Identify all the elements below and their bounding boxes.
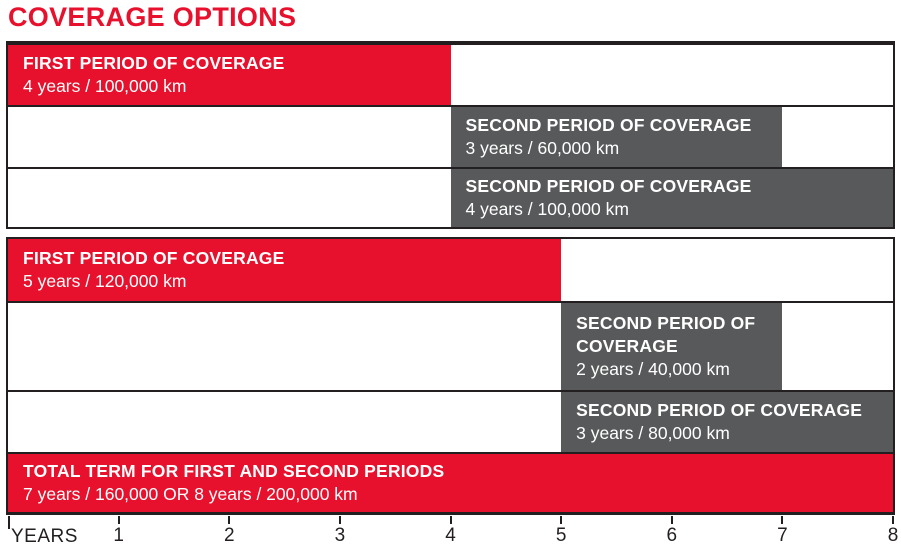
- axis-years-label: YEARS: [11, 526, 78, 547]
- axis-tick: [781, 516, 784, 524]
- coverage-row: FIRST PERIOD OF COVERAGE 5 years / 120,0…: [8, 239, 893, 303]
- total-term-bar: TOTAL TERM FOR FIRST AND SECOND PERIODS …: [8, 454, 893, 512]
- bar-title: SECOND PERIOD OF COVERAGE: [576, 313, 756, 356]
- bar-title: FIRST PERIOD OF COVERAGE: [23, 53, 285, 73]
- bar-title: SECOND PERIOD OF COVERAGE: [465, 176, 752, 196]
- bar-title: TOTAL TERM FOR FIRST AND SECOND PERIODS: [23, 461, 445, 481]
- bar-title: SECOND PERIOD OF COVERAGE: [465, 115, 752, 135]
- coverage-row: FIRST PERIOD OF COVERAGE 4 years / 100,0…: [8, 45, 893, 107]
- page-title: COVERAGE OPTIONS: [8, 2, 297, 32]
- second-period-bar: SECOND PERIOD OF COVERAGE 4 years / 100,…: [450, 169, 893, 227]
- bar-detail: 3 years / 80,000 km: [576, 423, 730, 443]
- axis-tick: [560, 516, 563, 524]
- first-period-bar: FIRST PERIOD OF COVERAGE 5 years / 120,0…: [8, 239, 562, 301]
- coverage-row: TOTAL TERM FOR FIRST AND SECOND PERIODS …: [8, 454, 893, 512]
- x-axis: YEARS 1 2 3 4 5 6 7 8: [8, 516, 898, 549]
- bar-title: FIRST PERIOD OF COVERAGE: [23, 248, 285, 268]
- axis-tick: [670, 516, 673, 524]
- bar-detail: 2 years / 40,000 km: [576, 359, 730, 379]
- axis-tick-label: 1: [113, 525, 124, 546]
- second-period-bar: SECOND PERIOD OF COVERAGE 3 years / 80,0…: [561, 392, 893, 452]
- coverage-row: SECOND PERIOD OF COVERAGE 3 years / 60,0…: [8, 107, 893, 169]
- axis-tick: [228, 516, 231, 524]
- bar-title: SECOND PERIOD OF COVERAGE: [576, 400, 863, 420]
- axis-tick-label: 6: [666, 525, 678, 546]
- bar-detail: 3 years / 60,000 km: [465, 138, 620, 158]
- coverage-row: SECOND PERIOD OF COVERAGE 2 years / 40,0…: [8, 303, 893, 392]
- axis-tick-label: 5: [555, 525, 567, 546]
- axis-tick-label: 4: [445, 525, 456, 546]
- axis-tick: [892, 516, 894, 524]
- coverage-table-2: FIRST PERIOD OF COVERAGE 5 years / 120,0…: [6, 237, 895, 515]
- axis-tick-zero: [8, 516, 10, 529]
- coverage-row: SECOND PERIOD OF COVERAGE 3 years / 80,0…: [8, 392, 893, 454]
- second-period-bar: SECOND PERIOD OF COVERAGE 3 years / 60,0…: [450, 107, 783, 167]
- bar-detail: 4 years / 100,000 km: [465, 199, 629, 219]
- axis-tick-label: 7: [777, 525, 788, 546]
- coverage-table-1: FIRST PERIOD OF COVERAGE 4 years / 100,0…: [6, 41, 895, 229]
- bar-detail: 5 years / 120,000 km: [23, 271, 187, 291]
- axis-tick: [338, 516, 341, 524]
- coverage-row: SECOND PERIOD OF COVERAGE 4 years / 100,…: [8, 169, 893, 227]
- bar-detail: 7 years / 160,000 OR 8 years / 200,000 k…: [23, 484, 358, 504]
- axis-tick: [449, 516, 452, 524]
- first-period-bar: FIRST PERIOD OF COVERAGE 4 years / 100,0…: [8, 45, 451, 105]
- axis-tick: [117, 516, 120, 524]
- axis-tick-label: 8: [887, 525, 899, 546]
- axis-tick-label: 2: [223, 525, 235, 546]
- axis-tick-label: 3: [334, 525, 346, 546]
- second-period-bar: SECOND PERIOD OF COVERAGE 2 years / 40,0…: [561, 303, 783, 390]
- bar-detail: 4 years / 100,000 km: [23, 76, 187, 96]
